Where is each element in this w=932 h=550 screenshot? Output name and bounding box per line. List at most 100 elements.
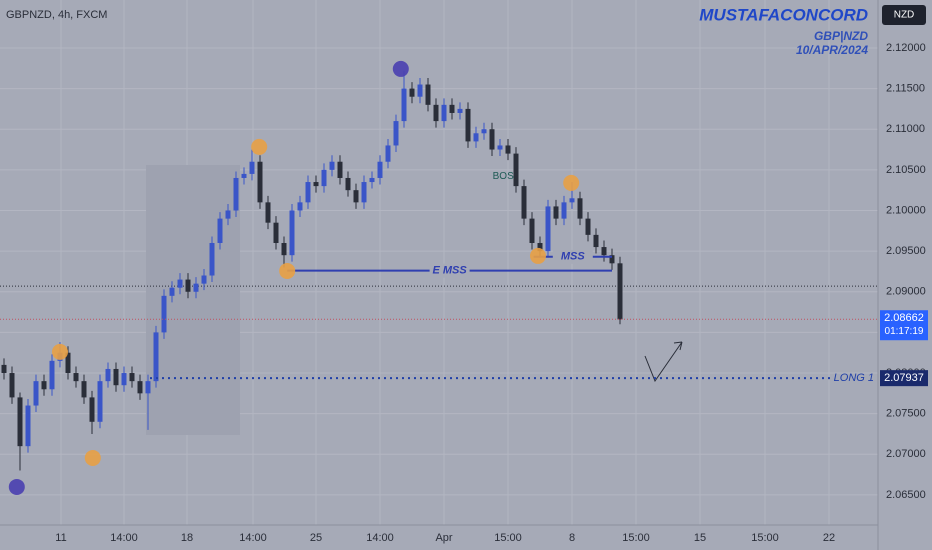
y-tick-label: 2.10500 [886, 164, 926, 176]
candle-body [489, 129, 495, 150]
candle-body [329, 161, 335, 170]
candle-body [409, 88, 415, 97]
x-tick-label: 11 [55, 532, 66, 544]
candle-body [73, 373, 79, 382]
candle-body [153, 332, 159, 382]
candle-body [169, 287, 175, 296]
x-tick-label: 18 [181, 532, 193, 544]
candle-body [289, 210, 295, 256]
swing-marker [530, 247, 546, 264]
swing-marker [84, 449, 101, 466]
swing-marker [52, 343, 68, 360]
candle-body [265, 202, 271, 223]
x-tick-label: 25 [310, 532, 322, 544]
candle-body [281, 242, 287, 256]
target-arrow [644, 341, 683, 383]
candle-body [369, 177, 375, 183]
candle-body [201, 275, 207, 284]
x-tick-label: 22 [823, 532, 835, 544]
long-price-box [880, 370, 928, 387]
candle-body [401, 88, 407, 122]
candle-body [113, 368, 119, 386]
candle-body [457, 108, 463, 113]
y-tick-label: 2.06500 [886, 489, 926, 501]
x-tick-label: 14:00 [366, 532, 394, 544]
candle-body [41, 381, 47, 390]
candle-body [9, 373, 15, 398]
candle-body [273, 222, 279, 243]
candle-body [505, 145, 511, 154]
y-tick-label: 2.09500 [886, 245, 926, 257]
candle-body [529, 218, 535, 243]
candle-body [145, 381, 151, 394]
level-label: MSS [561, 251, 586, 263]
candle-body [569, 198, 575, 203]
x-tick-label: 15:00 [494, 532, 522, 544]
x-tick-label: 15:00 [751, 532, 779, 544]
countdown-label: 01:17:19 [885, 326, 924, 337]
candle-body [305, 182, 311, 203]
candle-body [449, 104, 455, 113]
y-tick-label: 2.12000 [886, 42, 926, 54]
candle-body [497, 145, 503, 150]
profile-zone [146, 165, 240, 435]
y-tick-label: 2.07000 [886, 448, 926, 460]
x-tick-label: 14:00 [239, 532, 267, 544]
candle-body [257, 161, 263, 203]
swing-marker [8, 478, 25, 495]
candle-body [417, 84, 423, 97]
candle-body [553, 206, 559, 219]
currency-label[interactable]: NZD [894, 10, 915, 21]
candle-body [585, 218, 591, 235]
candle-body [465, 108, 471, 142]
candle-body [105, 368, 111, 382]
long-label: LONG 1 [834, 372, 874, 384]
candle-body [185, 279, 191, 292]
candle-body [249, 161, 255, 174]
candle-body [209, 242, 215, 276]
last-price-label: 2.08662 [884, 312, 924, 324]
swing-marker [251, 138, 268, 155]
candle-body [521, 186, 527, 219]
candle-body [377, 161, 383, 178]
candle-body [241, 173, 247, 178]
candle-body [601, 247, 607, 256]
candle-body [353, 190, 359, 203]
candle-body [25, 405, 31, 447]
candle-body [473, 133, 479, 142]
candle-body [425, 84, 431, 105]
candle-body [193, 283, 199, 292]
x-tick-label: 8 [569, 532, 575, 544]
candle-body [513, 153, 519, 187]
watermark: MUSTAFACONCORD [699, 5, 868, 24]
currency-button[interactable] [882, 5, 926, 25]
candle-body [177, 279, 183, 288]
level-label-bg [429, 263, 470, 278]
candle-body [161, 295, 167, 333]
date-note: 10/APR/2024 [796, 43, 868, 57]
candle-body [545, 206, 551, 252]
candle-body [537, 242, 543, 252]
candle-body [433, 104, 439, 122]
candle-body [561, 202, 567, 219]
candle-body [609, 255, 615, 264]
candle-body [217, 218, 223, 243]
candle-body [89, 397, 95, 422]
swing-marker [392, 60, 409, 77]
y-tick-label: 2.11500 [886, 82, 925, 94]
candle-body [361, 182, 367, 203]
candle-body [313, 182, 319, 187]
candle-body [1, 364, 7, 374]
x-tick-label: 15 [694, 532, 706, 544]
candle-body [17, 397, 23, 447]
symbol-title: GBPNZD, 4h, FXCM [6, 9, 107, 21]
candle-body [97, 381, 103, 422]
candle-body [385, 145, 391, 162]
x-tick-label: 15:00 [622, 532, 650, 544]
candle-body [129, 373, 135, 382]
y-tick-label: 2.07500 [886, 408, 926, 420]
candle-body [33, 381, 39, 406]
bos-label: BOS [493, 171, 514, 182]
candle-body [617, 263, 623, 320]
